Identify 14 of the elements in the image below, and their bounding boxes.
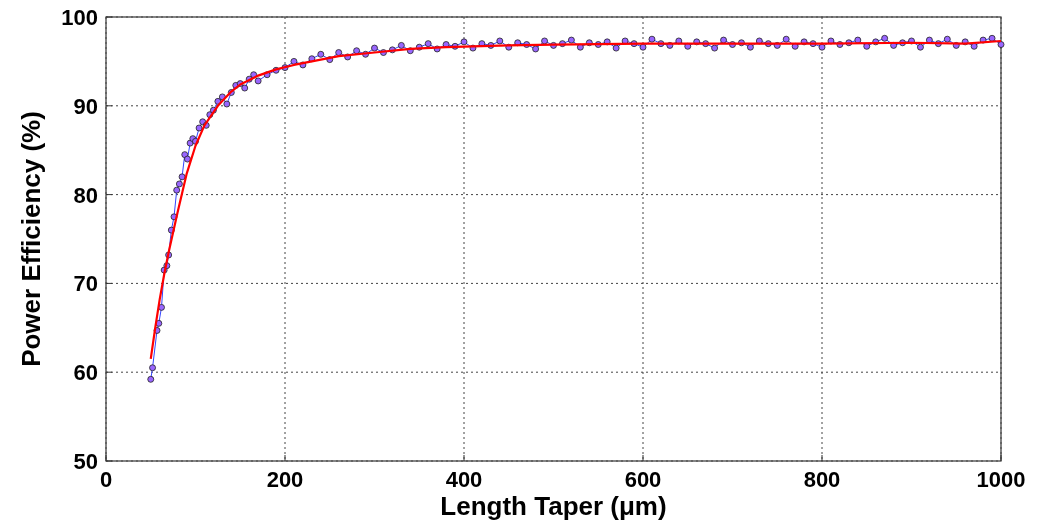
y-tick-label: 50 [73, 449, 98, 474]
y-tick-label: 70 [73, 271, 98, 297]
x-tick-label: 1000 [976, 467, 1026, 492]
x-tick-label: 600 [624, 467, 662, 492]
y-tick-label: 100 [61, 5, 98, 30]
y-tick-label: 60 [73, 360, 98, 386]
x-tick-label: 400 [445, 467, 483, 492]
x-tick-label: 200 [266, 467, 304, 492]
y-tick-label: 90 [73, 93, 98, 119]
x-tick-label: 800 [803, 467, 841, 492]
x-tick-label: 0 [99, 467, 113, 492]
x-axis-title: Length Taper (μm) [440, 491, 667, 521]
y-tick-label: 80 [73, 182, 98, 208]
y-axis-title: Power Efficiency (%) [16, 111, 46, 367]
